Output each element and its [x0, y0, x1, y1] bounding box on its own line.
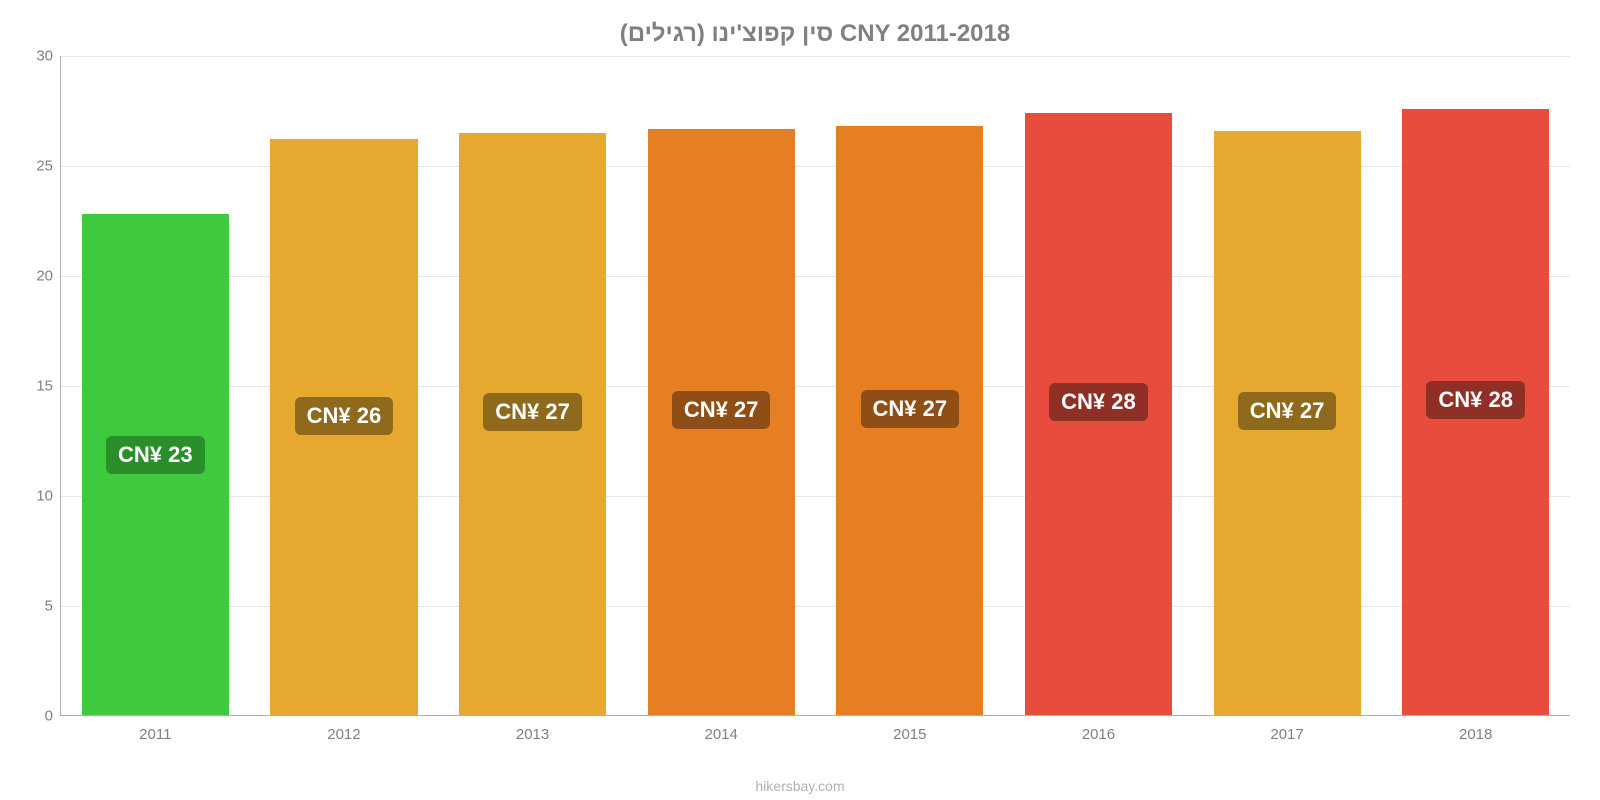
chart-container: סין קפוצ'ינו (רגילים) CNY 2011-2018 CN¥ … [60, 20, 1570, 750]
y-tick-label: 15 [21, 378, 53, 395]
chart-title: סין קפוצ'ינו (רגילים) CNY 2011-2018 [60, 20, 1570, 48]
bar-slot: CN¥ 282016 [1004, 56, 1193, 715]
bar-slot: CN¥ 232011 [61, 56, 250, 715]
attribution-text: hikersbay.com [0, 778, 1600, 794]
bar: CN¥ 27 [1214, 131, 1361, 715]
x-tick-label: 2011 [61, 726, 250, 743]
y-tick-label: 10 [21, 488, 53, 505]
bar-slot: CN¥ 272017 [1193, 56, 1382, 715]
y-tick-label: 0 [21, 708, 53, 725]
bar: CN¥ 27 [459, 133, 606, 715]
y-tick-label: 30 [21, 48, 53, 65]
bar-slot: CN¥ 262012 [250, 56, 439, 715]
plot-area: CN¥ 232011CN¥ 262012CN¥ 272013CN¥ 272014… [60, 56, 1570, 716]
y-tick-label: 5 [21, 598, 53, 615]
bar-slot: CN¥ 272014 [627, 56, 816, 715]
bar: CN¥ 26 [270, 139, 417, 715]
y-tick-label: 20 [21, 268, 53, 285]
x-tick-label: 2015 [816, 726, 1005, 743]
bar-slot: CN¥ 272013 [438, 56, 627, 715]
value-badge: CN¥ 26 [295, 397, 394, 435]
bar: CN¥ 27 [836, 126, 983, 715]
value-badge: CN¥ 27 [672, 391, 771, 429]
y-tick-label: 25 [21, 158, 53, 175]
bar: CN¥ 27 [648, 129, 795, 716]
value-badge: CN¥ 28 [1049, 383, 1148, 421]
x-tick-label: 2013 [438, 726, 627, 743]
value-badge: CN¥ 27 [861, 390, 960, 428]
bar: CN¥ 28 [1402, 109, 1549, 715]
x-tick-label: 2016 [1004, 726, 1193, 743]
bar: CN¥ 23 [82, 214, 229, 715]
value-badge: CN¥ 27 [483, 393, 582, 431]
value-badge: CN¥ 23 [106, 436, 205, 474]
value-badge: CN¥ 28 [1426, 381, 1525, 419]
value-badge: CN¥ 27 [1238, 392, 1337, 430]
bar-slot: CN¥ 272015 [816, 56, 1005, 715]
x-tick-label: 2012 [250, 726, 439, 743]
x-tick-label: 2014 [627, 726, 816, 743]
bar-slot: CN¥ 282018 [1381, 56, 1570, 715]
bars-group: CN¥ 232011CN¥ 262012CN¥ 272013CN¥ 272014… [61, 56, 1570, 715]
bar: CN¥ 28 [1025, 113, 1172, 715]
x-tick-label: 2018 [1381, 726, 1570, 743]
x-tick-label: 2017 [1193, 726, 1382, 743]
